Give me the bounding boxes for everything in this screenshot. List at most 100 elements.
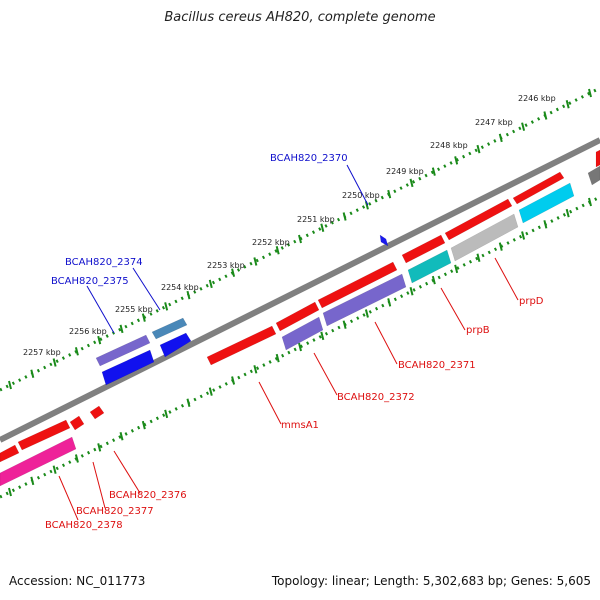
gene-labels: BCAH820_2370 BCAH820_2374 BCAH820_2375 p… xyxy=(45,153,544,531)
scale-label: 2246 kbp xyxy=(518,94,556,103)
leader-mmsA1 xyxy=(258,381,282,425)
upper-gene-2374[interactable] xyxy=(151,317,188,340)
lower-gene-2372[interactable] xyxy=(281,316,324,351)
scale-tick xyxy=(409,178,414,188)
gene-label-2378[interactable]: BCAH820_2378 xyxy=(45,520,123,531)
scale-tick xyxy=(253,257,258,266)
upper-gene-left[interactable] xyxy=(17,419,71,451)
scale-tick xyxy=(97,443,102,452)
scale-tick xyxy=(275,353,280,363)
scale-tick xyxy=(521,231,526,240)
scale-tick xyxy=(30,476,35,486)
scale-tick xyxy=(454,264,459,274)
scale-tick xyxy=(543,111,548,120)
page-title: Bacillus cereus AH820, complete genome xyxy=(164,10,436,25)
scale-tick xyxy=(186,398,191,408)
scale-tick xyxy=(476,253,481,263)
marker-2370[interactable] xyxy=(379,234,389,247)
label-leader-lines xyxy=(58,164,519,521)
scale-tick xyxy=(498,133,503,143)
scale-tick xyxy=(97,335,102,345)
upper-gene-mmsA1-left[interactable] xyxy=(206,325,277,366)
upper-gene-2371-region[interactable] xyxy=(401,234,446,264)
upper-gene-left-edge[interactable] xyxy=(0,444,20,463)
upper-gene-small-1[interactable] xyxy=(89,405,105,420)
scale-tick xyxy=(141,420,146,430)
scale-tick xyxy=(52,358,57,367)
scale-tick xyxy=(208,387,213,396)
gene-label-2374[interactable]: BCAH820_2374 xyxy=(65,257,143,268)
leader-2377 xyxy=(92,461,106,509)
scale-tick xyxy=(565,208,570,218)
genome-map: 2246 kbp 2247 kbp 2248 kbp 2249 kbp 2250… xyxy=(0,86,600,531)
lower-gene-2375-blue[interactable] xyxy=(101,349,155,386)
scale-tick xyxy=(387,189,392,199)
scale-tick xyxy=(164,409,169,419)
upper-gene-right-edge-top[interactable] xyxy=(595,149,600,168)
gene-label-mmsA1[interactable]: mmsA1 xyxy=(281,420,319,431)
scale-tick xyxy=(431,275,436,285)
scale-tick xyxy=(119,324,124,334)
upper-gene-mmsA1-region[interactable] xyxy=(275,301,320,332)
features-lower-strand xyxy=(0,165,600,487)
gene-label-2375[interactable]: BCAH820_2375 xyxy=(51,276,129,287)
scale-tick xyxy=(8,380,12,390)
scale-tick xyxy=(320,331,325,341)
scale-tick xyxy=(588,88,592,98)
lower-gene-left-pink[interactable] xyxy=(0,436,77,487)
genome-summary-text: Topology: linear; Length: 5,302,683 bp; … xyxy=(271,574,591,588)
scale-tick xyxy=(8,487,12,497)
upper-gene-prpB-region[interactable] xyxy=(444,198,513,241)
lower-gene-2374-blue[interactable] xyxy=(159,332,192,358)
upper-gene-2372-region[interactable] xyxy=(317,261,398,309)
scale-tick xyxy=(342,212,347,221)
scale-tick xyxy=(231,268,236,277)
scale-tick xyxy=(231,376,236,385)
scale-label: 2250 kbp xyxy=(342,191,380,200)
scale-tick xyxy=(74,454,79,463)
leader-2372 xyxy=(313,352,338,396)
scale-tick xyxy=(119,431,124,441)
scale-label: 2249 kbp xyxy=(386,167,424,176)
lower-gene-right-edge[interactable] xyxy=(587,165,600,186)
gene-label-prpB[interactable]: prpB xyxy=(466,325,490,336)
gene-label-2371[interactable]: BCAH820_2371 xyxy=(398,360,476,371)
leader-2374 xyxy=(132,267,161,311)
scale-tick xyxy=(275,245,280,255)
upper-gene-prpD-region[interactable] xyxy=(512,171,565,205)
scale-tick xyxy=(74,347,79,356)
lower-gene-prpD-gray[interactable] xyxy=(450,213,519,262)
scale-ticks-upper xyxy=(8,88,592,390)
scale-tick xyxy=(141,313,146,322)
scale-label: 2253 kbp xyxy=(207,261,245,270)
scale-tick xyxy=(52,465,57,474)
gene-label-2370[interactable]: BCAH820_2370 xyxy=(270,153,348,164)
gene-label-prpD[interactable]: prpD xyxy=(519,296,544,307)
lower-gene-prpD[interactable] xyxy=(518,182,575,224)
scale-label: 2256 kbp xyxy=(69,327,107,336)
features-upper-strand xyxy=(0,149,600,463)
gene-label-2372[interactable]: BCAH820_2372 xyxy=(337,392,415,403)
lower-gene-2371[interactable] xyxy=(322,273,407,327)
scale-label: 2254 kbp xyxy=(161,283,199,292)
scale-label: 2255 kbp xyxy=(115,305,153,314)
scale-label: 2248 kbp xyxy=(430,141,468,150)
scale-tick xyxy=(387,298,392,307)
gene-label-2376[interactable]: BCAH820_2376 xyxy=(109,490,187,501)
scale-tick xyxy=(208,279,213,289)
scale-tick xyxy=(164,302,169,311)
scale-tick xyxy=(30,369,35,379)
leader-2375 xyxy=(86,285,115,334)
upper-gene-2375[interactable] xyxy=(95,334,151,367)
scale-tick xyxy=(476,144,481,154)
scale-tick xyxy=(342,320,347,329)
gene-label-2377[interactable]: BCAH820_2377 xyxy=(76,506,154,517)
upper-gene-small-2[interactable] xyxy=(69,415,85,431)
scale-tick xyxy=(298,342,302,352)
leader-prpD xyxy=(494,257,519,301)
scale-label: 2247 kbp xyxy=(475,118,513,127)
lower-gene-prpB[interactable] xyxy=(407,249,452,284)
scale-label: 2252 kbp xyxy=(252,238,290,247)
scale-tick xyxy=(253,365,258,374)
